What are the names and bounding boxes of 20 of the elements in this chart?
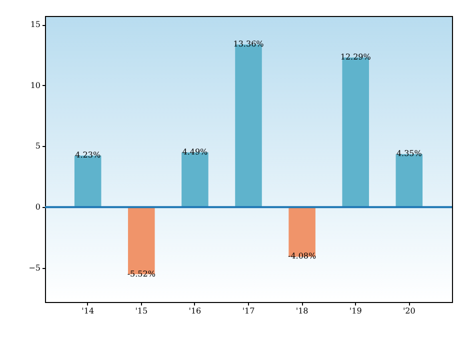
data-label: -5.52% (127, 269, 156, 278)
y-tick-label: 15 (30, 20, 40, 30)
x-tick-label: '20 (402, 306, 416, 316)
data-label: -4.08% (288, 252, 317, 261)
x-tick-label: '14 (82, 306, 94, 316)
data-label: 12.29% (340, 52, 372, 62)
data-label: 4.23% (75, 150, 101, 160)
x-tick-label: '16 (188, 306, 202, 316)
y-tick-label: 10 (30, 80, 40, 90)
data-label: 4.35% (396, 149, 422, 158)
data-label: 4.49% (182, 147, 208, 156)
x-tick-label: '17 (242, 306, 255, 316)
y-tick-label: 5 (35, 142, 40, 151)
y-tick-label: −5 (28, 263, 40, 272)
data-label: 13.36% (233, 39, 264, 48)
x-tick-label: '19 (349, 306, 362, 316)
y-tick-label: 0 (35, 202, 40, 212)
x-tick-label: '15 (135, 306, 148, 316)
x-tick-label: '18 (296, 306, 308, 316)
bar (288, 207, 316, 257)
